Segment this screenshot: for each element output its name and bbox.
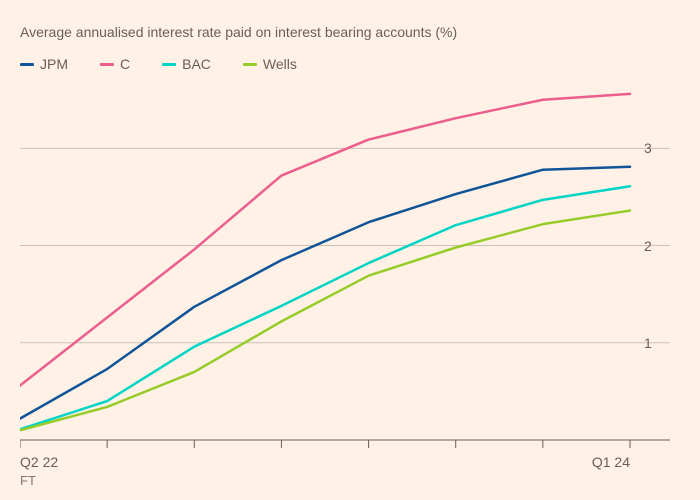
series-group bbox=[20, 94, 630, 430]
legend-label-jpm: JPM bbox=[40, 56, 68, 72]
chart-container: { "chart": { "type": "line", "subtitle":… bbox=[0, 0, 700, 500]
y-axis-label: 3 bbox=[644, 140, 652, 156]
legend-item-jpm: JPM bbox=[20, 56, 68, 72]
series-line-bac bbox=[20, 186, 630, 429]
series-line-c bbox=[20, 94, 630, 386]
x-ticks bbox=[20, 440, 630, 448]
gridlines bbox=[20, 148, 670, 342]
chart-svg bbox=[20, 90, 670, 450]
legend-swatch-c bbox=[100, 63, 114, 66]
legend-item-bac: BAC bbox=[162, 56, 211, 72]
legend-swatch-wells bbox=[243, 63, 257, 66]
y-axis-label: 1 bbox=[644, 335, 652, 351]
series-line-jpm bbox=[20, 167, 630, 419]
chart-legend: JPM C BAC Wells bbox=[20, 56, 297, 72]
legend-swatch-jpm bbox=[20, 63, 34, 66]
chart-subtitle: Average annualised interest rate paid on… bbox=[20, 24, 457, 40]
legend-label-wells: Wells bbox=[263, 56, 297, 72]
chart-source: FT bbox=[20, 473, 36, 488]
legend-item-c: C bbox=[100, 56, 130, 72]
y-axis-label: 2 bbox=[644, 238, 652, 254]
plot-area: 123 Q2 22Q1 24 bbox=[20, 90, 670, 440]
x-axis-label: Q1 24 bbox=[592, 454, 630, 470]
legend-label-c: C bbox=[120, 56, 130, 72]
legend-label-bac: BAC bbox=[182, 56, 211, 72]
legend-swatch-bac bbox=[162, 63, 176, 66]
legend-item-wells: Wells bbox=[243, 56, 297, 72]
x-axis-label: Q2 22 bbox=[20, 454, 58, 470]
